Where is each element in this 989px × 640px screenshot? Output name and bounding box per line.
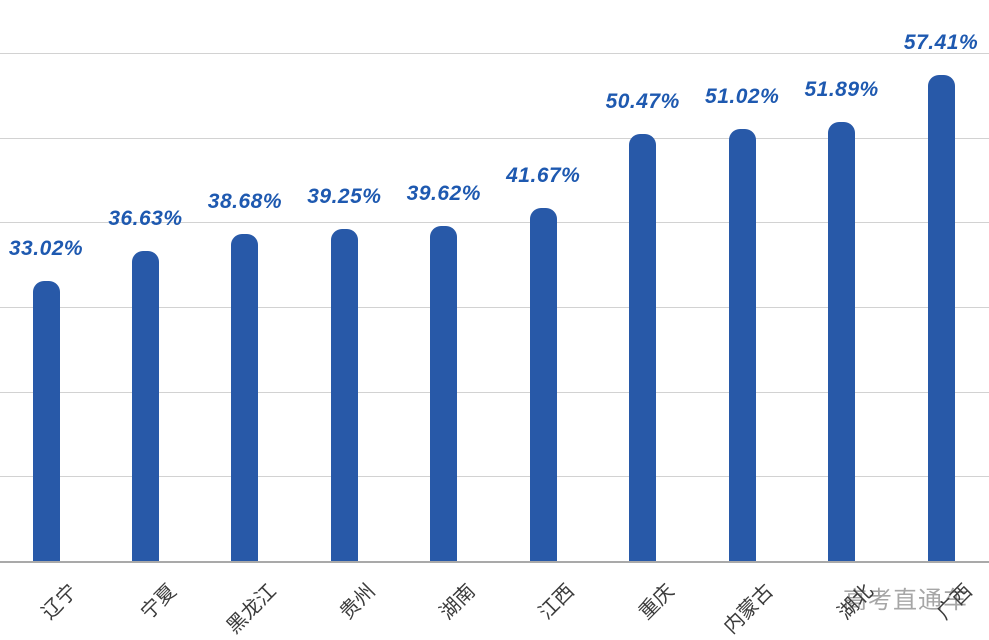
bar-value-label: 51.02%	[705, 85, 780, 109]
bar-value-label: 36.63%	[108, 206, 183, 230]
bar-2	[131, 250, 159, 561]
x-axis-label: 江西	[535, 580, 580, 625]
gridline	[0, 53, 989, 54]
x-axis-line	[0, 561, 989, 563]
bar-value-label: 33.02%	[8, 237, 84, 261]
bar-value-label: 57.41%	[903, 30, 979, 54]
x-axis-label: 重庆	[634, 580, 679, 625]
bar-10	[927, 74, 955, 561]
gridline	[0, 391, 989, 393]
bar-3	[231, 233, 259, 561]
bar-6	[529, 208, 557, 561]
x-axis-label: 辽宁	[37, 580, 82, 625]
bar-value-label: 50.47%	[605, 89, 680, 113]
gridline	[0, 222, 989, 224]
bar-value-label: 39.62%	[406, 181, 481, 205]
gridline	[0, 307, 989, 308]
bar-value-label: 39.25%	[307, 184, 382, 208]
gridline	[0, 476, 989, 478]
watermark-text: 高考直通车	[843, 587, 968, 614]
x-axis-label: 宁夏	[137, 580, 182, 625]
bar-1	[32, 281, 60, 561]
x-axis-label: 湖南	[435, 580, 480, 625]
x-axis-label: 内蒙古	[719, 580, 778, 639]
bar-7	[629, 133, 657, 561]
gridline	[0, 137, 989, 139]
x-axis-label: 贵州	[336, 580, 381, 625]
x-axis-label: 黑龙江	[222, 580, 281, 639]
bar-value-label: 51.89%	[804, 77, 879, 101]
bar-value-label: 38.68%	[207, 189, 282, 213]
bar-8	[728, 129, 756, 561]
bar-value-label: 41.67%	[506, 164, 581, 188]
bar-4	[330, 228, 358, 561]
bar-5	[430, 225, 458, 561]
bar-9	[828, 121, 856, 561]
